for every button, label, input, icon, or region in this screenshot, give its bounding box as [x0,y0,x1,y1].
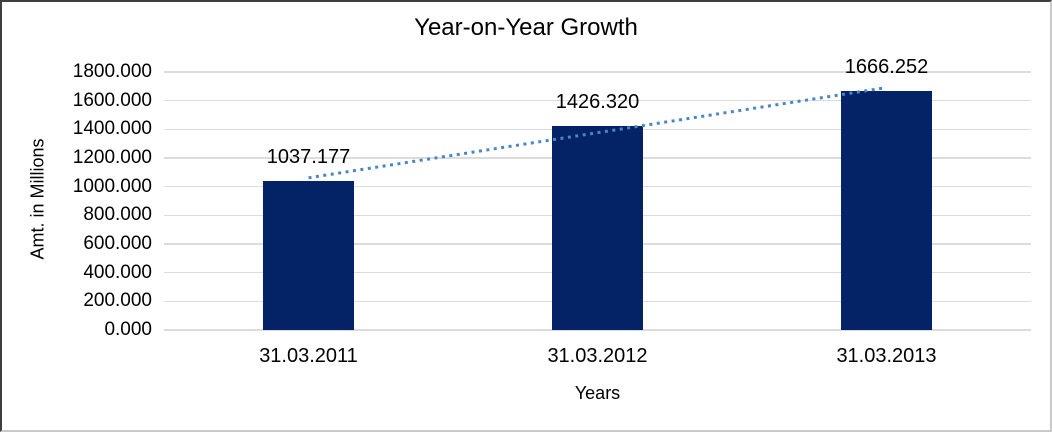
y-tick-label: 1800.000 [72,61,152,82]
bar [263,181,354,330]
y-tick-label: 1400.000 [72,118,152,140]
y-tick-label: 200.000 [83,290,152,312]
y-tick-label: 600.000 [83,233,152,254]
y-tick-label: 1000.000 [72,175,152,197]
x-axis-title: Years [574,383,621,403]
y-tick-label: 1200.000 [72,147,152,168]
gridline [164,71,1031,73]
bar [841,91,932,330]
data-label: 1037.177 [266,146,351,169]
y-tick-label: 400.000 [83,261,152,283]
x-tick-label: 31.03.2012 [547,345,648,367]
data-label: 1426.320 [555,90,640,113]
y-tick-label: 1600.000 [72,89,152,111]
y-tick-label: 800.000 [83,204,152,226]
x-tick-label: 31.03.2011 [259,345,358,367]
bar [552,125,643,330]
y-tick-label: 0.000 [104,319,152,340]
chart-title: Year-on-Year Growth [414,14,638,41]
gridline [164,329,1031,331]
x-tick-label: 31.03.2013 [836,345,937,367]
data-label: 1666.252 [844,56,929,79]
